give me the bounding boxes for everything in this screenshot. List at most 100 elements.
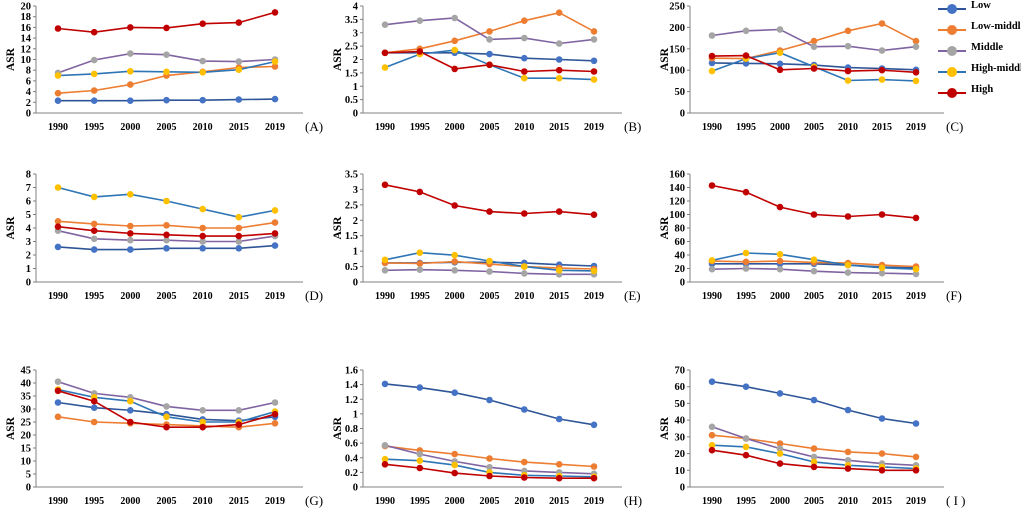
data-point-high-middle	[521, 74, 528, 82]
panel-label: ( I )	[946, 493, 966, 508]
data-point-high	[810, 463, 818, 471]
data-point-high-middle	[416, 249, 424, 256]
data-point-high	[912, 69, 920, 76]
data-point-high	[708, 52, 716, 60]
x-tick-label: 2019	[265, 122, 285, 133]
x-tick-label: 2010	[193, 291, 213, 302]
data-point-middle	[163, 236, 170, 244]
data-point-high-middle	[163, 68, 170, 76]
data-point-middle	[381, 442, 389, 449]
y-tick-label: 35	[21, 392, 32, 403]
y-tick-label: 0	[680, 483, 685, 494]
data-point-middle	[127, 236, 134, 244]
y-tick-label: 12	[21, 44, 32, 55]
y-tick-label: 4	[26, 87, 32, 98]
data-point-high	[521, 68, 528, 75]
data-point-high-middle	[555, 267, 563, 274]
data-point-middle	[235, 407, 243, 414]
panel-label: (H)	[624, 493, 642, 508]
y-tick-label: 0	[26, 109, 31, 120]
data-point-middle	[381, 21, 389, 29]
data-point-high-middle	[271, 58, 279, 65]
data-point-middle	[776, 445, 784, 452]
y-tick-label: 0	[353, 109, 358, 120]
legend-item-high-middle: High-middle	[938, 63, 1021, 86]
data-point-low-middle	[271, 63, 279, 70]
y-axis-title: ASR	[659, 416, 671, 440]
data-point-high	[912, 214, 920, 222]
x-tick-label: 2010	[514, 122, 534, 133]
y-tick-label: 45	[21, 366, 32, 377]
data-point-high	[199, 232, 206, 240]
y-axis-title: ASR	[659, 216, 671, 240]
y-tick-label: 3	[353, 28, 358, 39]
data-point-low-middle	[776, 440, 784, 447]
data-point-high	[810, 211, 818, 218]
x-tick-label: 1995	[410, 122, 430, 133]
data-point-high	[381, 461, 389, 468]
data-point-middle	[810, 43, 818, 50]
y-tick-label: 1	[353, 409, 358, 420]
data-point-low-middle	[90, 418, 98, 426]
data-point-high-middle	[163, 197, 170, 205]
y-tick-label: 20	[21, 431, 32, 442]
y-tick-label: 40	[675, 416, 686, 427]
y-tick-label: 0.4	[345, 453, 359, 464]
chart-panel: 0 10 20 30 40 50 60 70 ASR 1990 1995 2000 2005 2010 20…	[659, 366, 966, 508]
x-tick-label: 2000	[120, 122, 140, 133]
data-point-high	[416, 188, 424, 196]
data-point-high-middle	[486, 257, 493, 265]
panel-label: (B)	[624, 119, 641, 134]
data-point-middle	[590, 36, 598, 43]
data-point-high-middle	[199, 69, 206, 76]
data-point-low	[127, 407, 134, 414]
x-tick-label: 2005	[157, 496, 177, 507]
data-point-low-middle	[878, 450, 886, 457]
data-point-middle	[912, 43, 920, 50]
data-point-high	[844, 67, 852, 75]
data-point-middle	[844, 457, 852, 464]
data-point-high-middle	[590, 76, 598, 83]
y-tick-label: 16	[21, 23, 32, 34]
data-point-high-middle	[521, 263, 528, 270]
data-point-high-middle	[776, 450, 784, 457]
data-point-low-middle	[708, 431, 716, 439]
data-point-high	[163, 231, 170, 239]
x-tick-label: 2000	[445, 496, 465, 507]
legend-dot	[947, 67, 957, 77]
y-tick-label: 140	[669, 183, 685, 194]
y-tick-label: 0	[353, 278, 358, 289]
y-tick-label: 2.5	[345, 200, 358, 211]
data-point-high	[199, 20, 206, 28]
data-point-high	[451, 202, 459, 209]
y-tick-label: 10	[675, 466, 686, 477]
data-point-high-middle	[416, 457, 424, 465]
y-tick-label: 0.2	[345, 468, 358, 479]
data-point-low-middle	[271, 420, 279, 427]
chart-panel: 0 0.2 0.4 0.6 0.8 1 1.2 1.4 1.6 ASR 1990 1995 2000 20…	[332, 366, 642, 508]
data-point-low-middle	[163, 222, 170, 229]
x-tick-label: 2015	[229, 291, 249, 302]
data-point-high	[878, 211, 886, 218]
data-point-low-middle	[451, 258, 459, 265]
x-tick-label: 1990	[48, 122, 68, 133]
legend-item-high: High	[938, 84, 1021, 107]
data-point-high-middle	[878, 76, 886, 83]
panel-label: (E)	[624, 288, 641, 303]
data-point-high	[555, 474, 563, 482]
y-tick-label: 1.5	[345, 231, 358, 242]
x-tick-label: 2015	[229, 122, 249, 133]
data-point-high-middle	[199, 418, 206, 426]
data-point-low	[878, 415, 886, 422]
data-point-low-middle	[486, 28, 493, 35]
data-point-low-middle	[90, 220, 98, 228]
data-point-high-middle	[54, 184, 62, 191]
data-point-high	[486, 472, 493, 480]
x-tick-label: 2010	[514, 291, 534, 302]
data-point-high-middle	[776, 251, 784, 258]
x-tick-label: 1990	[702, 496, 722, 507]
data-point-high	[199, 423, 206, 431]
data-point-high-middle	[590, 267, 598, 275]
x-tick-label: 1990	[702, 291, 722, 302]
x-tick-label: 2000	[770, 496, 790, 507]
